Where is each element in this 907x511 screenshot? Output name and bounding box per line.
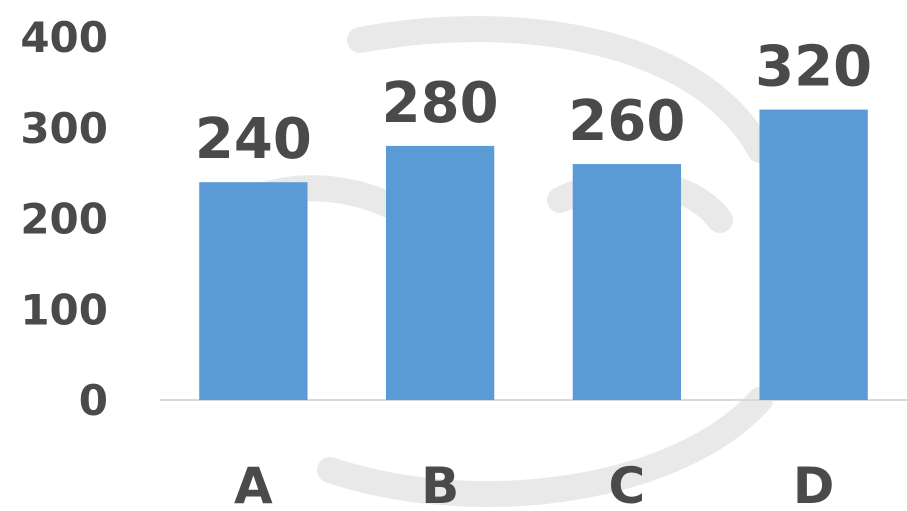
y-tick-label: 300 xyxy=(20,104,108,153)
x-axis-categories: A B C D xyxy=(234,457,834,511)
y-tick-label: 0 xyxy=(79,376,108,425)
bars xyxy=(199,109,868,400)
data-label: 260 xyxy=(568,89,685,154)
y-tick-label: 200 xyxy=(20,195,108,244)
bar-a xyxy=(199,182,308,400)
category-label: C xyxy=(609,457,646,511)
category-label: A xyxy=(234,457,273,511)
bar-b xyxy=(385,145,495,400)
bar-d xyxy=(759,109,868,400)
bar-c xyxy=(572,164,682,400)
y-tick-label: 100 xyxy=(20,285,108,334)
y-axis-ticks: 0 100 200 300 400 xyxy=(20,13,108,425)
y-tick-label: 400 xyxy=(20,13,108,62)
category-label: B xyxy=(421,457,459,511)
data-label: 280 xyxy=(382,71,499,136)
data-label: 240 xyxy=(195,107,312,172)
data-labels: 240 280 260 320 xyxy=(195,35,872,173)
category-label: D xyxy=(793,457,835,511)
data-label: 320 xyxy=(755,35,872,100)
